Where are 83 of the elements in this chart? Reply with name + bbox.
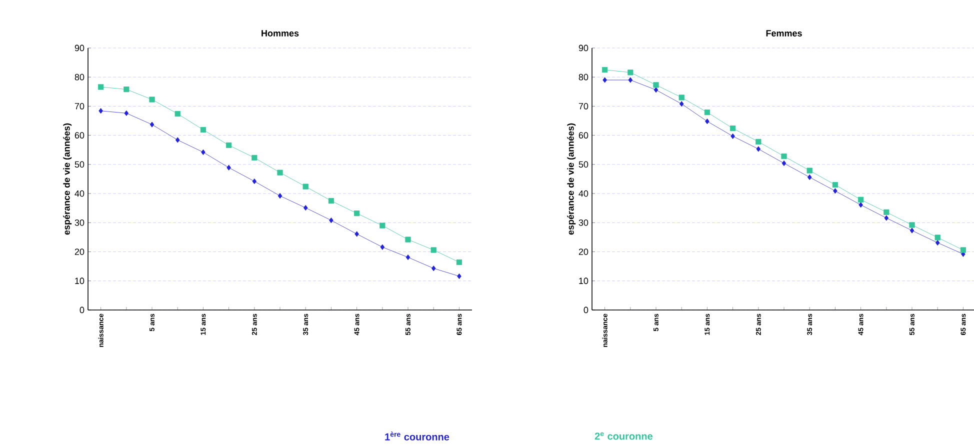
y-tick-label: 70	[578, 103, 588, 110]
point	[730, 133, 735, 139]
y-tick-label: 60	[578, 132, 588, 139]
y-tick-label: 20	[74, 248, 84, 255]
point	[149, 96, 155, 102]
point	[252, 178, 257, 184]
point	[226, 142, 232, 148]
point	[704, 110, 710, 116]
y-tick-label: 80	[578, 74, 588, 80]
y-tick-label: 90	[578, 44, 588, 52]
text: 1$^{ère}$ couronne	[385, 432, 450, 440]
point	[884, 209, 890, 215]
point	[782, 160, 786, 166]
y-axis-title: espérance de vie (années)	[567, 123, 576, 235]
point	[252, 154, 258, 161]
point	[628, 70, 634, 76]
point	[98, 84, 104, 90]
y-tick-label: 50	[578, 161, 588, 168]
point	[910, 228, 914, 234]
point	[380, 222, 386, 228]
y-tick-label: 10	[579, 278, 588, 284]
point	[406, 254, 410, 260]
point	[884, 215, 889, 221]
point	[354, 231, 359, 237]
point	[935, 240, 940, 246]
point	[858, 202, 863, 208]
point	[678, 94, 684, 100]
point	[858, 196, 864, 202]
point	[303, 205, 308, 211]
point	[430, 247, 436, 253]
y-tick-label: 60	[74, 132, 84, 139]
point	[354, 210, 360, 216]
point	[832, 182, 838, 188]
point	[833, 188, 838, 194]
point	[124, 110, 129, 116]
point	[934, 234, 940, 240]
point	[628, 77, 633, 83]
point	[602, 67, 608, 73]
point	[98, 108, 103, 114]
y-tick-label: 90	[74, 44, 84, 52]
point	[380, 244, 385, 250]
point	[405, 236, 411, 242]
point	[278, 193, 282, 199]
point	[730, 126, 736, 132]
point	[174, 110, 180, 117]
point	[679, 101, 684, 107]
point	[150, 122, 154, 128]
y-tick-label: 70	[74, 103, 84, 110]
y-tick-label: 10	[75, 278, 84, 284]
chart-title: Femmes	[766, 30, 802, 36]
y-tick-label: 50	[74, 161, 84, 168]
point	[705, 118, 710, 124]
point	[277, 170, 283, 176]
point	[200, 126, 206, 133]
point	[909, 222, 915, 228]
y-tick-label: 30	[74, 219, 84, 226]
point	[781, 153, 787, 160]
point	[124, 86, 130, 92]
y-tick-label: 30	[578, 219, 588, 226]
y-tick-label: 0	[80, 306, 84, 314]
point	[807, 174, 812, 180]
point	[329, 218, 334, 224]
y-tick-label: 0	[584, 306, 588, 314]
text: 2$^{e}$ couronne	[594, 432, 652, 440]
y-tick-label: 20	[578, 248, 588, 255]
point	[806, 168, 812, 174]
y-axis-title: espérance de vie (années)	[63, 123, 72, 235]
point	[226, 164, 231, 170]
point	[175, 137, 180, 143]
point	[756, 146, 761, 152]
chart-title: Hommes	[262, 30, 299, 36]
y-tick-label: 40	[578, 190, 588, 197]
point	[602, 77, 607, 83]
y-tick-label: 40	[74, 190, 84, 197]
point	[431, 266, 436, 272]
point	[653, 82, 659, 88]
point	[302, 184, 308, 190]
point	[654, 87, 658, 93]
point	[756, 138, 762, 145]
point	[456, 259, 462, 266]
y-tick-label: 80	[74, 74, 84, 80]
point	[328, 198, 334, 204]
point	[960, 247, 966, 253]
